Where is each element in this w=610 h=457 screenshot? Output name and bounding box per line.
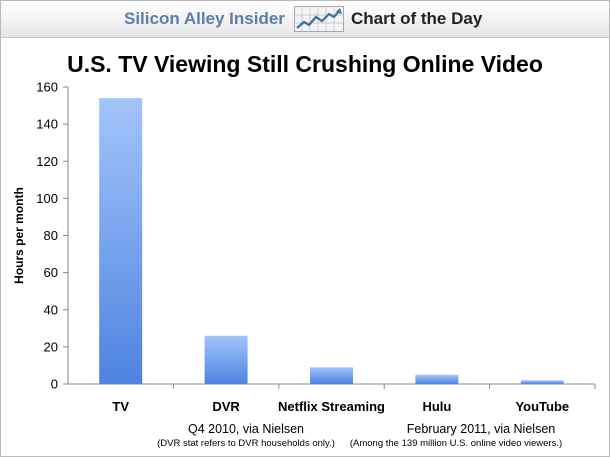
y-tick-label: 0: [51, 377, 58, 392]
y-tick-label: 140: [36, 117, 58, 132]
rising-chart-arrow-icon: [294, 6, 344, 32]
y-tick-label: 80: [44, 228, 58, 243]
y-tick-label: 20: [44, 339, 58, 354]
y-tick-label: 60: [44, 265, 58, 280]
bar-hulu: [415, 374, 459, 384]
bar-youtube: [520, 380, 564, 384]
x-category-label: YouTube: [515, 399, 569, 414]
y-tick-label: 160: [36, 80, 58, 95]
y-tick-label: 40: [44, 302, 58, 317]
y-axis-label: Hours per month: [12, 187, 26, 284]
x-category-label: Hulu: [422, 399, 451, 414]
note-right-source: February 2011, via Nielsen: [406, 422, 556, 436]
bar-netflix-streaming: [310, 367, 353, 384]
header-banner: Silicon Alley Insider Chart of the Day: [1, 1, 609, 38]
bar-tv: [99, 98, 143, 384]
x-category-label: DVR: [212, 399, 240, 414]
brand-name: Silicon Alley Insider: [124, 9, 285, 28]
chart-title: U.S. TV Viewing Still Crushing Online Vi…: [67, 51, 543, 77]
note-left-detail: (DVR stat refers to DVR households only.…: [157, 438, 335, 449]
y-tick-label: 100: [36, 191, 58, 206]
note-right-detail: (Among the 139 million U.S. online video…: [349, 438, 563, 449]
x-category-label: Netflix Streaming: [278, 399, 385, 414]
note-left-source: Q4 2010, via Nielsen: [187, 422, 305, 436]
y-tick-label: 120: [36, 154, 58, 169]
chart-of-the-day-label: Chart of the Day: [351, 9, 483, 28]
x-category-label: TV: [112, 399, 129, 414]
bar-dvr: [204, 335, 248, 384]
bar-chart: 0 20 40 60 80 100 120 140 160 Hours per month TV DV…: [12, 80, 596, 414]
